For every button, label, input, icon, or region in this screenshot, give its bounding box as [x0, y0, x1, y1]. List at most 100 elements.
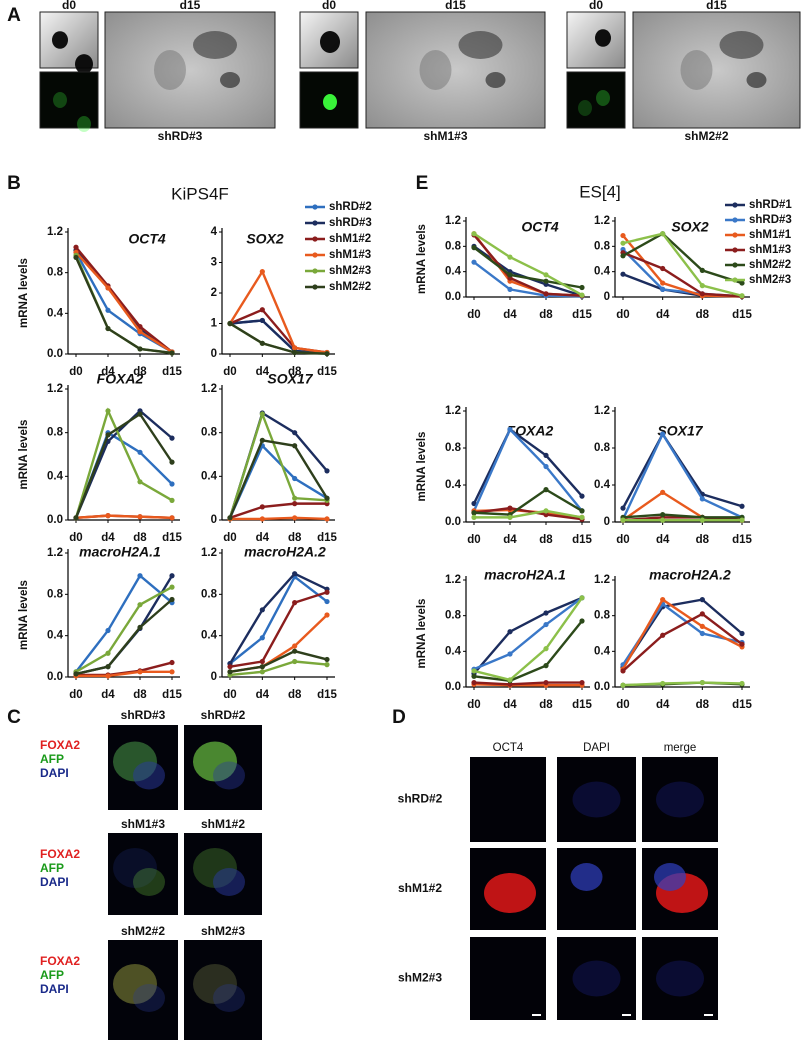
- data-point: [507, 505, 513, 511]
- chart-title: SOX17: [267, 371, 313, 387]
- data-point: [620, 232, 626, 239]
- cell-signal: [595, 29, 611, 47]
- cell-signal: [77, 116, 91, 132]
- sample-label: shM1#3: [423, 129, 467, 143]
- data-point: [471, 668, 477, 674]
- data-point: [543, 452, 549, 458]
- series-line: [74, 407, 173, 519]
- chart-title: macroH2A.1: [484, 567, 566, 583]
- x-tick-label: d15: [572, 699, 592, 711]
- sample-label: shM2#2: [121, 924, 165, 938]
- legend-marker: [732, 232, 738, 238]
- data-point: [739, 517, 745, 523]
- legend-marker: [732, 217, 738, 223]
- data-point: [227, 669, 233, 675]
- data-point: [169, 573, 175, 579]
- column-label: merge: [664, 742, 697, 754]
- cell-signal: [656, 781, 704, 818]
- y-tick-label: 0.4: [445, 479, 462, 491]
- data-point: [471, 510, 477, 516]
- sample-label: shRD#3: [158, 129, 203, 143]
- fluorescence-image: [108, 833, 178, 915]
- data-point: [660, 597, 666, 603]
- legend-label: shRD#3: [749, 214, 792, 226]
- data-point: [324, 351, 330, 357]
- data-point: [259, 307, 265, 313]
- y-axis-label: mRNA levels: [18, 420, 30, 490]
- data-point: [259, 317, 265, 324]
- legend-marker: [732, 262, 738, 268]
- x-tick-label: d4: [656, 309, 670, 321]
- series-line: [74, 412, 173, 519]
- d0-fluorescence-image: [566, 71, 626, 129]
- y-tick-label: 0.4: [201, 630, 218, 642]
- legend-marker: [312, 284, 318, 290]
- stain-label: DAPI: [40, 875, 69, 889]
- data-point: [324, 495, 330, 501]
- data-point: [579, 284, 585, 291]
- data-point: [292, 430, 298, 436]
- x-tick-label: d8: [696, 534, 710, 546]
- data-point: [507, 629, 513, 635]
- sample-label: shRD#3: [121, 708, 166, 722]
- y-tick-label: 0.4: [445, 266, 462, 278]
- y-tick-label: 0.8: [47, 267, 64, 279]
- data-point: [137, 624, 143, 631]
- data-point: [137, 329, 143, 335]
- data-point: [169, 669, 175, 675]
- column-label: d0: [322, 0, 336, 12]
- chart-title: macroH2A.2: [244, 544, 326, 560]
- data-point: [660, 431, 666, 437]
- y-tick-label: 1.2: [445, 405, 461, 417]
- data-point: [259, 669, 265, 675]
- data-point: [660, 511, 666, 518]
- series-line: [473, 261, 583, 298]
- legend-label: shM1#1: [749, 229, 792, 241]
- x-tick-label: d0: [467, 534, 480, 546]
- data-point: [543, 463, 549, 470]
- stain-label: AFP: [40, 968, 64, 982]
- data-point: [292, 495, 298, 501]
- data-point: [620, 505, 626, 511]
- x-tick-label: d15: [162, 532, 182, 544]
- data-point: [620, 271, 626, 277]
- y-tick-label: 1: [211, 318, 218, 330]
- series-line: [621, 597, 743, 670]
- x-tick-label: d4: [256, 366, 270, 378]
- data-point: [105, 664, 111, 670]
- legend-marker: [312, 220, 318, 226]
- series-line: [622, 232, 743, 297]
- data-point: [543, 646, 549, 652]
- cell-signal: [570, 863, 603, 891]
- series-line: [474, 509, 583, 519]
- legend-marker: [732, 202, 738, 208]
- row-label: shM2#3: [398, 971, 442, 985]
- data-point: [105, 513, 111, 519]
- y-tick-label: 0.0: [47, 514, 63, 526]
- data-point: [471, 679, 477, 686]
- y-tick-label: 1.2: [594, 574, 610, 586]
- data-point: [324, 612, 330, 618]
- stain-label: AFP: [40, 752, 64, 766]
- series-line: [230, 516, 328, 521]
- cell-signal: [154, 50, 186, 90]
- data-point: [169, 584, 175, 590]
- cell-signal: [458, 31, 503, 59]
- x-tick-label: d4: [503, 534, 517, 546]
- fluorescence-image: [557, 848, 636, 930]
- data-point: [579, 292, 585, 298]
- series-line: [228, 572, 328, 665]
- x-tick-label: d8: [133, 366, 147, 378]
- legend-marker: [732, 247, 738, 253]
- data-point: [543, 508, 549, 514]
- series-line: [75, 251, 173, 353]
- series-line: [229, 574, 328, 665]
- panel-label: D: [392, 707, 406, 728]
- data-point: [507, 254, 513, 260]
- x-tick-label: d0: [616, 534, 629, 546]
- series-line: [228, 438, 329, 519]
- chart-title: macroH2A.2: [649, 567, 731, 583]
- data-point: [169, 596, 175, 603]
- x-tick-label: d15: [317, 532, 337, 544]
- y-tick-label: 4: [211, 226, 218, 238]
